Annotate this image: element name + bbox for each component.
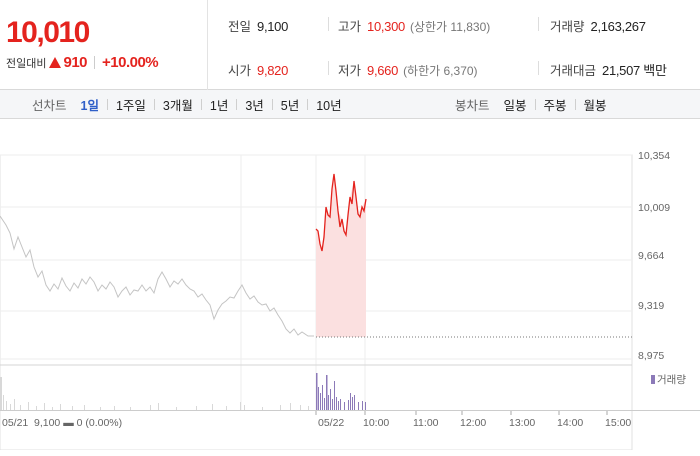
tab-1day[interactable]: 1일	[80, 99, 99, 113]
x-tick-marks	[315, 411, 608, 415]
change-divider	[94, 56, 96, 69]
high-label: 고가	[338, 20, 362, 34]
tab-divider	[106, 99, 108, 110]
amount-label: 거래대금	[550, 64, 597, 78]
x-tick-label: 15:00	[605, 417, 631, 429]
change-rate: +10.00%	[102, 54, 159, 71]
candle-chart-label: 봉차트	[455, 99, 490, 113]
y-tick-label: 8,975	[638, 350, 664, 362]
tab-divider	[153, 99, 155, 110]
x-tick-label: 12:00	[460, 417, 486, 429]
prev-close-stat: 전일 9,100	[228, 16, 288, 35]
tab-1year[interactable]: 1년	[209, 99, 229, 113]
amount-value: 21,507 백만	[602, 63, 667, 78]
current-price: 10,010	[6, 16, 90, 49]
tab-divider	[236, 99, 238, 110]
y-tick-label: 10,009	[638, 202, 670, 214]
stat-divider	[328, 17, 329, 31]
prev-day-summary: 9,100 ▬ 0 (0.00%)	[34, 417, 122, 429]
tab-divider	[574, 99, 576, 110]
tab-10year[interactable]: 10년	[316, 99, 342, 113]
low-label: 저가	[338, 64, 362, 78]
tab-5year[interactable]: 5년	[280, 99, 300, 113]
today-series-line	[315, 173, 367, 252]
today-volume-bars	[316, 373, 366, 410]
low-stat: 저가 9,660 (하한가 6,370)	[338, 60, 478, 79]
tab-3year[interactable]: 3년	[245, 99, 264, 113]
open-stat: 시가 9,820	[228, 60, 288, 79]
today-area-fill	[316, 174, 366, 337]
prev-day-volume-bars	[0, 377, 309, 410]
y-tick-label: 9,319	[638, 300, 664, 312]
volume-stat: 거래량 2,163,267	[550, 16, 646, 35]
up-triangle-icon	[49, 57, 62, 68]
price-box: 10,010 전일대비 910 +10.00%	[0, 0, 208, 90]
prev-day-series-line	[0, 215, 314, 337]
tab-divider	[271, 99, 273, 110]
tab-divider	[534, 99, 536, 110]
stat-divider	[538, 17, 539, 31]
tab-divider	[200, 99, 202, 110]
lower-limit: (하한가 6,370)	[403, 64, 478, 78]
tab-weekly-candle[interactable]: 주봉	[543, 99, 567, 113]
x-axis: 05/21 9,100 ▬ 0 (0.00%) 05/22 10:00 11:0…	[0, 410, 700, 450]
line-chart-label: 선차트	[32, 99, 67, 113]
y-tick-label: 10,354	[638, 150, 670, 162]
x-tick-label: 11:00	[413, 417, 439, 429]
volume-legend-swatch	[651, 375, 655, 384]
volume-value: 2,163,267	[590, 19, 646, 34]
stock-summary: 10,010 전일대비 910 +10.00% 전일 9,100 고가 10,3…	[0, 0, 700, 90]
tab-daily-candle[interactable]: 일봉	[503, 99, 527, 113]
x-tick-label: 05/21	[2, 417, 28, 429]
high-stat: 고가 10,300 (상한가 11,830)	[338, 16, 490, 35]
line-chart-tabs: 선차트 1일 1주일 3개월 1년 3년 5년 10년	[32, 90, 342, 119]
tab-divider	[307, 99, 309, 110]
y-tick-label: 9,664	[638, 250, 664, 262]
prev-close-label: 전일	[228, 20, 252, 34]
x-tick-label: 13:00	[509, 417, 535, 429]
amount-stat: 거래대금 21,507 백만	[550, 60, 667, 79]
tab-3month[interactable]: 3개월	[162, 99, 193, 113]
low-value: 9,660	[367, 63, 399, 78]
x-tick-label: 10:00	[363, 417, 389, 429]
prev-close-value: 9,100	[257, 19, 289, 34]
volume-legend-label: 거래량	[657, 374, 686, 386]
stat-divider	[328, 61, 329, 75]
tab-monthly-candle[interactable]: 월봉	[583, 99, 607, 113]
upper-limit: (상한가 11,830)	[409, 20, 491, 34]
volume-label: 거래량	[550, 20, 585, 34]
change-row: 전일대비 910 +10.00%	[6, 54, 159, 71]
chart-period-bar: 선차트 1일 1주일 3개월 1년 3년 5년 10년 봉차트 일봉 주봉 월봉	[0, 90, 700, 119]
open-value: 9,820	[257, 63, 289, 78]
change-label: 전일대비	[6, 57, 47, 70]
open-label: 시가	[228, 64, 252, 78]
stat-divider	[538, 61, 539, 75]
x-tick-label: 05/22	[318, 417, 344, 429]
tab-1week[interactable]: 1주일	[115, 99, 146, 113]
change-amount: 910	[63, 54, 88, 71]
x-tick-label: 14:00	[557, 417, 583, 429]
candle-chart-tabs: 봉차트 일봉 주봉 월봉	[455, 90, 607, 119]
high-value: 10,300	[367, 19, 405, 34]
price-chart[interactable]: 10,354 10,009 9,664 9,319 8,975 거래량	[0, 119, 700, 450]
